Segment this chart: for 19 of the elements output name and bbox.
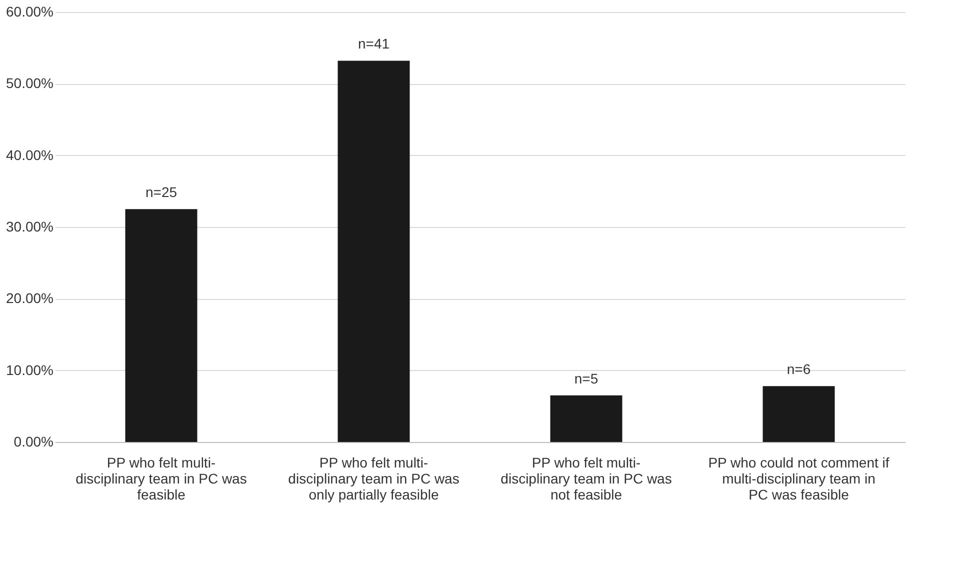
y-tick-label: 60.00% bbox=[6, 4, 54, 20]
y-tick-label: 20.00% bbox=[6, 290, 54, 306]
y-tick-label: 50.00% bbox=[6, 75, 54, 92]
annotation: n=41 bbox=[358, 36, 390, 52]
bar bbox=[125, 209, 198, 442]
bar bbox=[338, 60, 410, 442]
x-tick-label: PP who could not comment if multi-disciplinary team in PC was feasible bbox=[708, 454, 890, 502]
annotation: n=25 bbox=[145, 184, 178, 200]
x-tick-label: PP who felt multi-disciplinary team in PC was feasible bbox=[76, 454, 247, 502]
y-tick-label: 30.00% bbox=[6, 218, 54, 234]
bar bbox=[550, 395, 622, 442]
y-tick-label: 0.00% bbox=[14, 434, 54, 450]
bar bbox=[762, 386, 835, 442]
x-tick-label: PP who felt multi-disciplinary team in PC was not feasible bbox=[500, 454, 672, 502]
annotation: n=6 bbox=[786, 361, 811, 378]
annotation: n=5 bbox=[574, 370, 598, 386]
y-tick-label: 40.00% bbox=[6, 146, 54, 163]
y-tick-label: 10.00% bbox=[6, 362, 54, 378]
x-tick-label: PP who felt multi-disciplinary team in PC was only partially feasible bbox=[288, 454, 460, 502]
